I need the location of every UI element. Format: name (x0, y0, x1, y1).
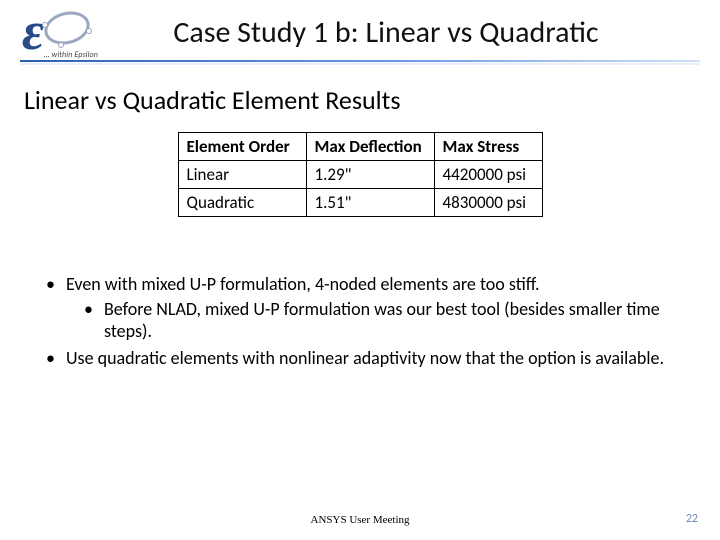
logo: ε … within Epsilon (20, 6, 102, 58)
logo-ring-icon (41, 7, 93, 49)
table-header: Max Stress (434, 133, 542, 161)
list-item: Before NLAD, mixed U-P formulation was o… (84, 298, 696, 343)
subtitle: Linear vs Quadratic Element Results (0, 66, 720, 126)
table-row: Quadratic1.51"4830000 psi (178, 189, 542, 217)
table-cell: 1.51" (306, 189, 434, 217)
page-number: 22 (686, 512, 698, 526)
list-item: Even with mixed U-P formulation, 4-noded… (46, 273, 696, 343)
table-cell: 4420000 psi (434, 161, 542, 189)
table-row: Linear1.29"4420000 psi (178, 161, 542, 189)
table-cell: Quadratic (178, 189, 306, 217)
list-item: Use quadratic elements with nonlinear ad… (46, 347, 696, 370)
logo-node-icon (58, 42, 64, 48)
logo-letter: ε (22, 0, 44, 62)
slide-title: Case Study 1 b: Linear vs Quadratic (102, 14, 700, 51)
table-cell: 4830000 psi (434, 189, 542, 217)
results-table: Element OrderMax DeflectionMax Stress Li… (178, 132, 543, 217)
footer-text: ANSYS User Meeting (0, 514, 720, 526)
table-cell: Linear (178, 161, 306, 189)
table-header: Max Deflection (306, 133, 434, 161)
logo-tagline: … within Epsilon (44, 50, 98, 60)
table-cell: 1.29" (306, 161, 434, 189)
table-header: Element Order (178, 133, 306, 161)
logo-node-icon (42, 22, 48, 28)
logo-node-icon (86, 28, 92, 34)
bullet-list: Even with mixed U-P formulation, 4-noded… (0, 227, 720, 369)
